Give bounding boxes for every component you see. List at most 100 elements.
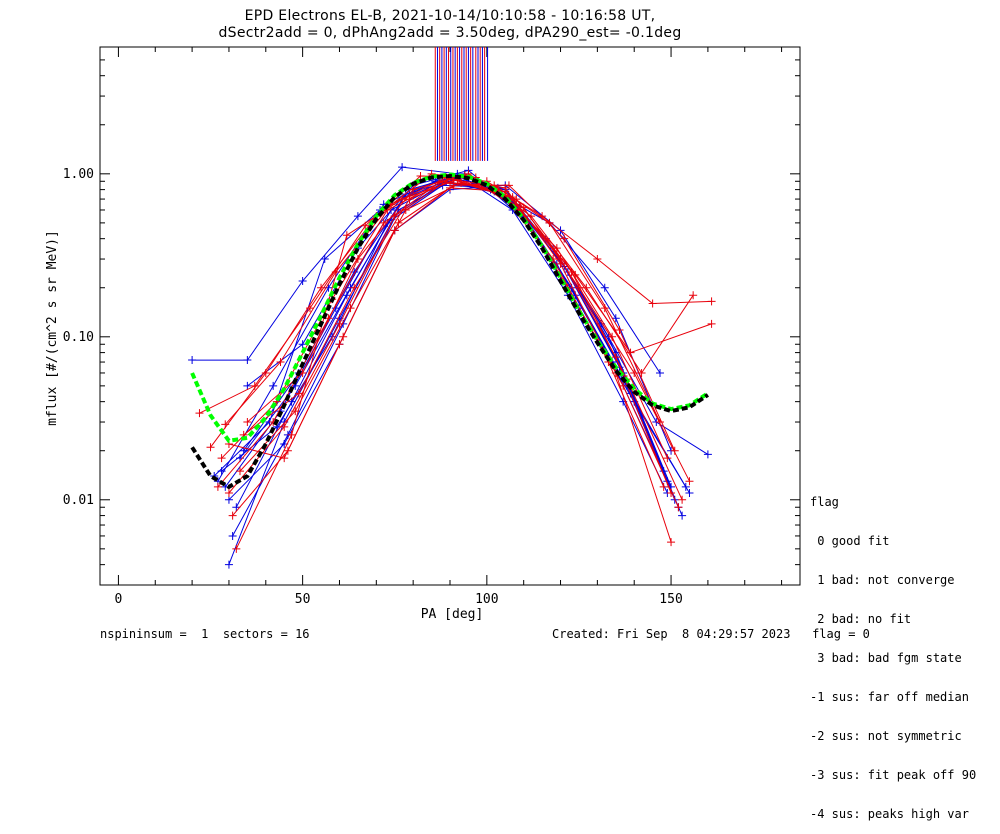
- y-tick-label: 0.10: [63, 330, 94, 345]
- series-line: [224, 176, 668, 459]
- x-tick-label: 50: [295, 592, 311, 607]
- data-point: [600, 304, 609, 313]
- data-point: [294, 389, 303, 398]
- data-point: [280, 454, 289, 463]
- legend-heading: flag: [810, 495, 839, 509]
- data-point: [342, 231, 351, 240]
- data-point: [269, 381, 278, 390]
- data-point: [685, 477, 694, 486]
- series-line: [247, 169, 690, 494]
- series-line: [228, 184, 672, 501]
- data-point: [659, 482, 668, 491]
- series-line: [192, 166, 668, 494]
- black-fit-curve: [190, 173, 710, 490]
- data-point: [353, 255, 362, 264]
- data-point: [615, 326, 624, 335]
- y-axis-label: mflux [#/(cm^2 s sr MeV)]: [45, 230, 60, 426]
- data-point: [317, 283, 326, 292]
- data-point: [519, 203, 528, 212]
- data-point: [291, 407, 300, 416]
- chart-title-line-1: EPD Electrons EL-B, 2021-10-14/10:10:58 …: [244, 8, 656, 24]
- data-point: [501, 187, 510, 196]
- fit-layer: [190, 172, 710, 490]
- data-point: [619, 381, 628, 390]
- data-point: [217, 454, 226, 463]
- data-point: [648, 299, 657, 308]
- data-point: [689, 291, 698, 300]
- data-point: [188, 356, 197, 365]
- data-point: [346, 304, 355, 313]
- data-point: [320, 255, 329, 264]
- data-point: [593, 255, 602, 264]
- data-point: [663, 454, 672, 463]
- data-point: [656, 368, 664, 377]
- series-line: [221, 184, 665, 472]
- data-point: [571, 270, 580, 279]
- data-point: [574, 283, 583, 292]
- legend-item: 2 bad: no fit: [810, 612, 912, 626]
- series-layer: [188, 163, 716, 569]
- data-point: [232, 544, 241, 553]
- data-point: [409, 185, 418, 194]
- chart-canvas: 0 50 100 150 0.01 0.10 1.00 PA [deg] mflux [#/…: [45, 46, 801, 622]
- data-point: [206, 443, 215, 452]
- data-point: [224, 495, 233, 504]
- data-point: [630, 368, 639, 377]
- data-point: [390, 226, 399, 235]
- data-point: [611, 353, 620, 362]
- data-point: [350, 283, 359, 292]
- footer-right: Created: Fri Sep 8 04:29:57 2023 flag = …: [552, 627, 870, 641]
- y-tick-label: 1.00: [63, 167, 94, 182]
- legend-item: -1 sus: far off median: [810, 690, 969, 704]
- data-point: [398, 163, 407, 172]
- y-tick-label: 0.01: [63, 493, 94, 508]
- data-point: [224, 489, 233, 498]
- legend-item: 1 bad: not converge: [810, 573, 955, 587]
- x-tick-label: 0: [115, 592, 123, 607]
- data-point: [335, 340, 344, 349]
- series-line: [228, 176, 672, 565]
- data-point: [674, 503, 683, 512]
- legend-item: -3 sus: fit peak off 90: [810, 768, 977, 782]
- legend-item: -2 sus: not symmetric: [810, 729, 962, 743]
- x-axis-label: PA [deg]: [421, 607, 484, 622]
- data-point: [228, 531, 237, 540]
- data-point: [243, 356, 252, 365]
- data-point: [213, 482, 222, 491]
- data-point: [243, 418, 252, 427]
- data-point: [707, 297, 716, 306]
- data-point: [236, 467, 244, 476]
- data-point: [560, 234, 569, 243]
- data-point: [626, 348, 635, 357]
- data-point: [261, 368, 270, 377]
- series-line: [228, 178, 672, 543]
- data-point: [195, 409, 204, 418]
- data-point: [678, 495, 687, 504]
- data-point: [504, 181, 513, 190]
- data-point: [611, 314, 620, 323]
- flag-legend: flag 0 good fit 1 bad: not converge 2 ba…: [810, 470, 976, 834]
- legend-item: 3 bad: bad fgm state: [810, 651, 962, 665]
- data-point: [416, 171, 425, 180]
- data-point: [678, 511, 687, 520]
- data-point: [685, 489, 694, 498]
- data-point: [243, 381, 252, 390]
- data-point: [331, 267, 340, 276]
- data-point: [707, 319, 716, 328]
- data-point: [280, 422, 289, 431]
- data-point: [221, 420, 230, 429]
- data-point: [405, 195, 414, 204]
- x-tick-label: 100: [475, 592, 498, 607]
- data-point: [446, 183, 454, 192]
- data-point: [232, 503, 241, 512]
- data-point: [667, 489, 676, 498]
- data-point: [353, 212, 362, 221]
- legend-item: 0 good fit: [810, 534, 890, 548]
- tick-labels: 0 50 100 150 0.01 0.10 1.00: [63, 167, 683, 607]
- data-point: [276, 358, 285, 367]
- data-point: [287, 430, 296, 439]
- legend-item: -4 sus: peaks high var: [810, 807, 969, 821]
- plot-axes: [99, 46, 801, 586]
- data-point: [228, 511, 237, 520]
- data-point: [667, 538, 676, 547]
